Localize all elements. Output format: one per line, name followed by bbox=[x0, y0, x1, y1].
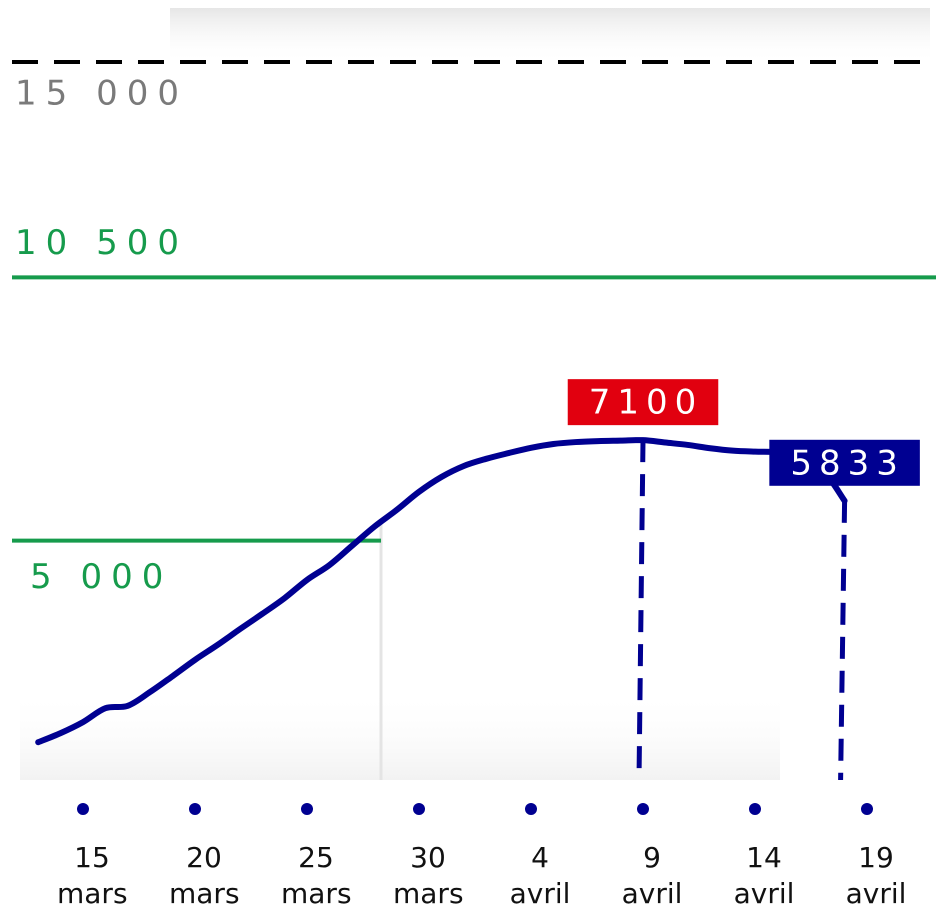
x-tick-dot bbox=[413, 803, 425, 815]
callout: 7100 bbox=[567, 379, 719, 426]
x-tick-dot bbox=[861, 803, 873, 815]
x-tick-dot bbox=[189, 803, 201, 815]
callout: 5833 bbox=[769, 439, 920, 486]
x-tick-label: 20 mars bbox=[169, 841, 240, 910]
x-tick-label: 19 avril bbox=[845, 841, 907, 910]
x-tick-dot bbox=[301, 803, 313, 815]
x-tick-dot bbox=[77, 803, 89, 815]
x-tick-label: 14 avril bbox=[733, 841, 795, 910]
drop-line bbox=[838, 500, 848, 781]
drop-line bbox=[636, 440, 646, 781]
reference-label: 15 000 bbox=[15, 74, 188, 114]
x-tick-label: 25 mars bbox=[281, 841, 352, 910]
reference-label: 5 000 bbox=[30, 557, 172, 597]
x-tick-label: 15 mars bbox=[57, 841, 128, 910]
shade bbox=[170, 8, 930, 63]
x-tick-dot bbox=[525, 803, 537, 815]
callout-label: 7100 bbox=[589, 383, 704, 423]
x-tick-dot bbox=[749, 803, 761, 815]
callout-label: 5833 bbox=[790, 443, 905, 483]
shade bbox=[20, 690, 780, 780]
callout-box bbox=[769, 439, 920, 486]
x-tick-dot bbox=[637, 803, 649, 815]
reference-label: 10 500 bbox=[15, 223, 188, 263]
x-tick-label: 9 avril bbox=[621, 841, 683, 910]
x-tick-label: 4 avril bbox=[509, 841, 571, 910]
x-tick-label: 30 mars bbox=[393, 841, 464, 910]
callout-box bbox=[567, 379, 719, 426]
line bbox=[35, 437, 848, 746]
